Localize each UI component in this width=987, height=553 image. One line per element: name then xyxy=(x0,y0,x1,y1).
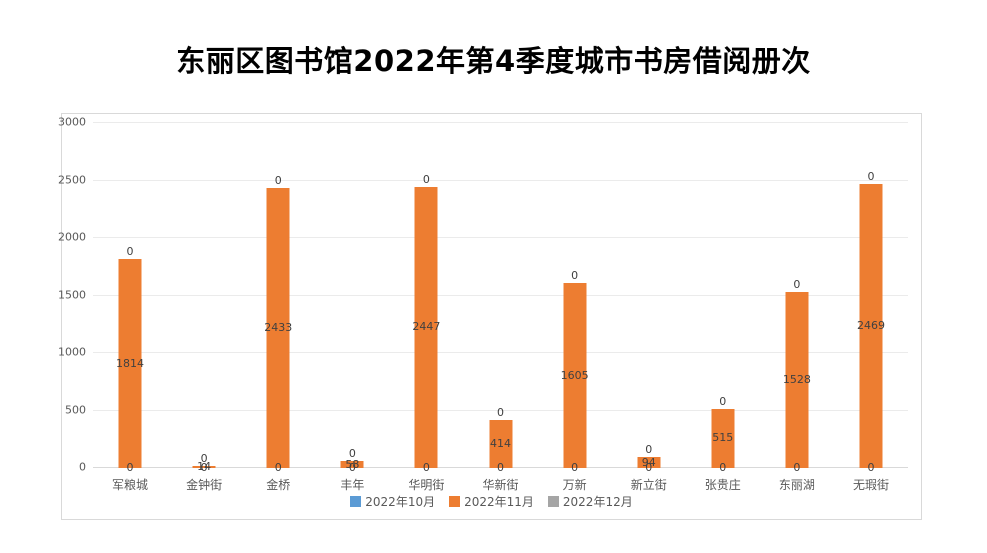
bar-base-label: 0 xyxy=(867,461,875,474)
x-axis-category-label: 无瑕街 xyxy=(852,478,889,492)
legend-item[interactable]: 2022年10月 xyxy=(350,493,435,510)
bar-base-label: 0 xyxy=(348,461,356,474)
bar-slot: 0 515 0 张贵庄 xyxy=(686,123,760,492)
bar-base-label: 0 xyxy=(719,461,727,474)
bar-top-label: 0 xyxy=(200,452,208,466)
legend-swatch-icon xyxy=(350,496,362,507)
bar-value-label: 2433 xyxy=(264,321,293,335)
y-axis-tick-label: 500 xyxy=(65,403,86,416)
bar-base-label: 0 xyxy=(422,461,430,474)
bar-slot: 0 94 0 新立街 xyxy=(612,123,686,492)
bar-slots: 0 1814 0 军粮城 0 14 0 金钟街 0 2433 0 金桥 0 58 0 丰年 0 2447 0 华明街 0… xyxy=(93,123,908,492)
bar-top-label: 0 xyxy=(348,447,356,461)
x-axis-category-label: 万新 xyxy=(562,478,587,492)
x-axis-category-label: 金钟街 xyxy=(186,478,223,492)
bar-value-label: 2469 xyxy=(856,319,885,333)
x-axis-category-label: 军粮城 xyxy=(112,478,149,492)
x-axis-category-label: 丰年 xyxy=(340,478,365,492)
bar-base-label: 0 xyxy=(645,461,653,474)
bar-slot: 0 2433 0 金桥 xyxy=(241,123,315,492)
x-axis-category-label: 华新街 xyxy=(482,478,519,492)
bar-top-label: 0 xyxy=(867,170,875,184)
legend-item-label: 2022年11月 xyxy=(464,495,534,509)
bar-slot: 0 2447 0 华明街 xyxy=(389,123,463,492)
bar-slot: 0 1528 0 东丽湖 xyxy=(760,123,834,492)
gridline: 2500 xyxy=(58,173,908,186)
x-axis-category-label: 东丽湖 xyxy=(778,478,815,492)
bar-value-label: 58 xyxy=(345,457,360,471)
legend-item-label: 2022年10月 xyxy=(365,495,436,509)
bar-slot: 0 414 0 华新街 xyxy=(463,123,537,492)
legend-swatch-icon xyxy=(449,496,461,507)
bar-base-label: 0 xyxy=(200,461,208,474)
legend-item[interactable]: 2022年11月 xyxy=(449,493,534,510)
y-axis-tick-label: 3000 xyxy=(58,115,86,129)
bar-base-label: 0 xyxy=(793,461,801,474)
bar-slot: 0 2469 0 无瑕街 xyxy=(834,123,908,492)
bar-value-label: 94 xyxy=(641,455,656,469)
legend: 2022年10月 2022年11月 2022年12月 xyxy=(62,493,921,510)
bar-2022-11 xyxy=(489,420,513,468)
bar-slot: 0 58 0 丰年 xyxy=(315,123,389,492)
bar-slot: 0 1605 0 万新 xyxy=(538,123,612,492)
bar-value-label: 414 xyxy=(490,437,512,451)
bar-2022-11 xyxy=(118,259,142,468)
bar-base-label: 0 xyxy=(274,461,282,474)
plot-area: 0 500 1000 1500 2000 2500 3000 0 1814 0 军粮城 0 14 0 金钟… xyxy=(58,116,908,492)
bar-2022-11 xyxy=(711,408,735,468)
bar-slot: 0 1814 0 军粮城 xyxy=(93,123,167,492)
y-axis-tick-label: 2000 xyxy=(58,230,86,244)
chart-title: 东丽区图书馆2022年第4季度城市书房借阅册次 xyxy=(176,44,811,78)
bar-2022-11 xyxy=(266,188,290,468)
gridline: 2000 xyxy=(58,231,908,244)
legend-item[interactable]: 2022年12月 xyxy=(547,493,633,510)
y-axis-tick-label: 2500 xyxy=(58,173,86,186)
bar-2022-11 xyxy=(563,283,587,468)
bar-2022-11 xyxy=(637,457,661,468)
bar-value-label: 14 xyxy=(197,460,212,474)
bar-2022-11 xyxy=(785,292,809,468)
bar-2022-11 xyxy=(859,184,883,468)
bar-value-label: 515 xyxy=(712,431,734,445)
bar-base-label: 0 xyxy=(126,461,134,474)
bar-top-label: 0 xyxy=(126,245,134,259)
bar-top-label: 0 xyxy=(719,394,727,408)
bar-slot: 0 14 0 金钟街 xyxy=(167,123,241,492)
x-axis-category-label: 张贵庄 xyxy=(704,478,741,492)
legend-swatch-icon xyxy=(547,496,559,507)
bar-top-label: 0 xyxy=(645,443,653,457)
x-axis-category-label: 新立街 xyxy=(630,478,667,492)
bar-top-label: 0 xyxy=(793,278,801,292)
x-axis-category-label: 华明街 xyxy=(408,478,445,492)
gridline: 500 xyxy=(65,403,908,416)
bar-value-label: 1814 xyxy=(116,356,145,370)
bar-base-label: 0 xyxy=(571,461,579,474)
bar-value-label: 2447 xyxy=(412,320,441,334)
gridline: 3000 xyxy=(58,116,908,129)
chart-card: 0 500 1000 1500 2000 2500 3000 0 1814 0 军粮城 0 14 0 金钟… xyxy=(58,113,922,520)
x-axis-category-label: 金桥 xyxy=(266,478,291,492)
bar-value-label: 1528 xyxy=(782,373,811,387)
y-axis-tick-label: 1500 xyxy=(58,288,86,301)
bar-top-label: 0 xyxy=(274,174,282,188)
y-axis-tick-label: 0 xyxy=(79,460,86,474)
bar-top-label: 0 xyxy=(422,172,430,186)
y-axis-tick-label: 1000 xyxy=(58,345,86,359)
bar-base-label: 0 xyxy=(497,461,505,474)
gridline: 1500 xyxy=(58,288,908,301)
legend-item-label: 2022年12月 xyxy=(562,495,633,509)
bar-value-label: 1605 xyxy=(560,368,589,382)
bar-top-label: 0 xyxy=(571,269,579,283)
gridline: 1000 xyxy=(58,346,908,359)
bar-2022-11 xyxy=(192,466,216,468)
bar-2022-11 xyxy=(340,461,364,468)
bar-2022-11 xyxy=(414,186,438,468)
bar-top-label: 0 xyxy=(497,406,505,420)
